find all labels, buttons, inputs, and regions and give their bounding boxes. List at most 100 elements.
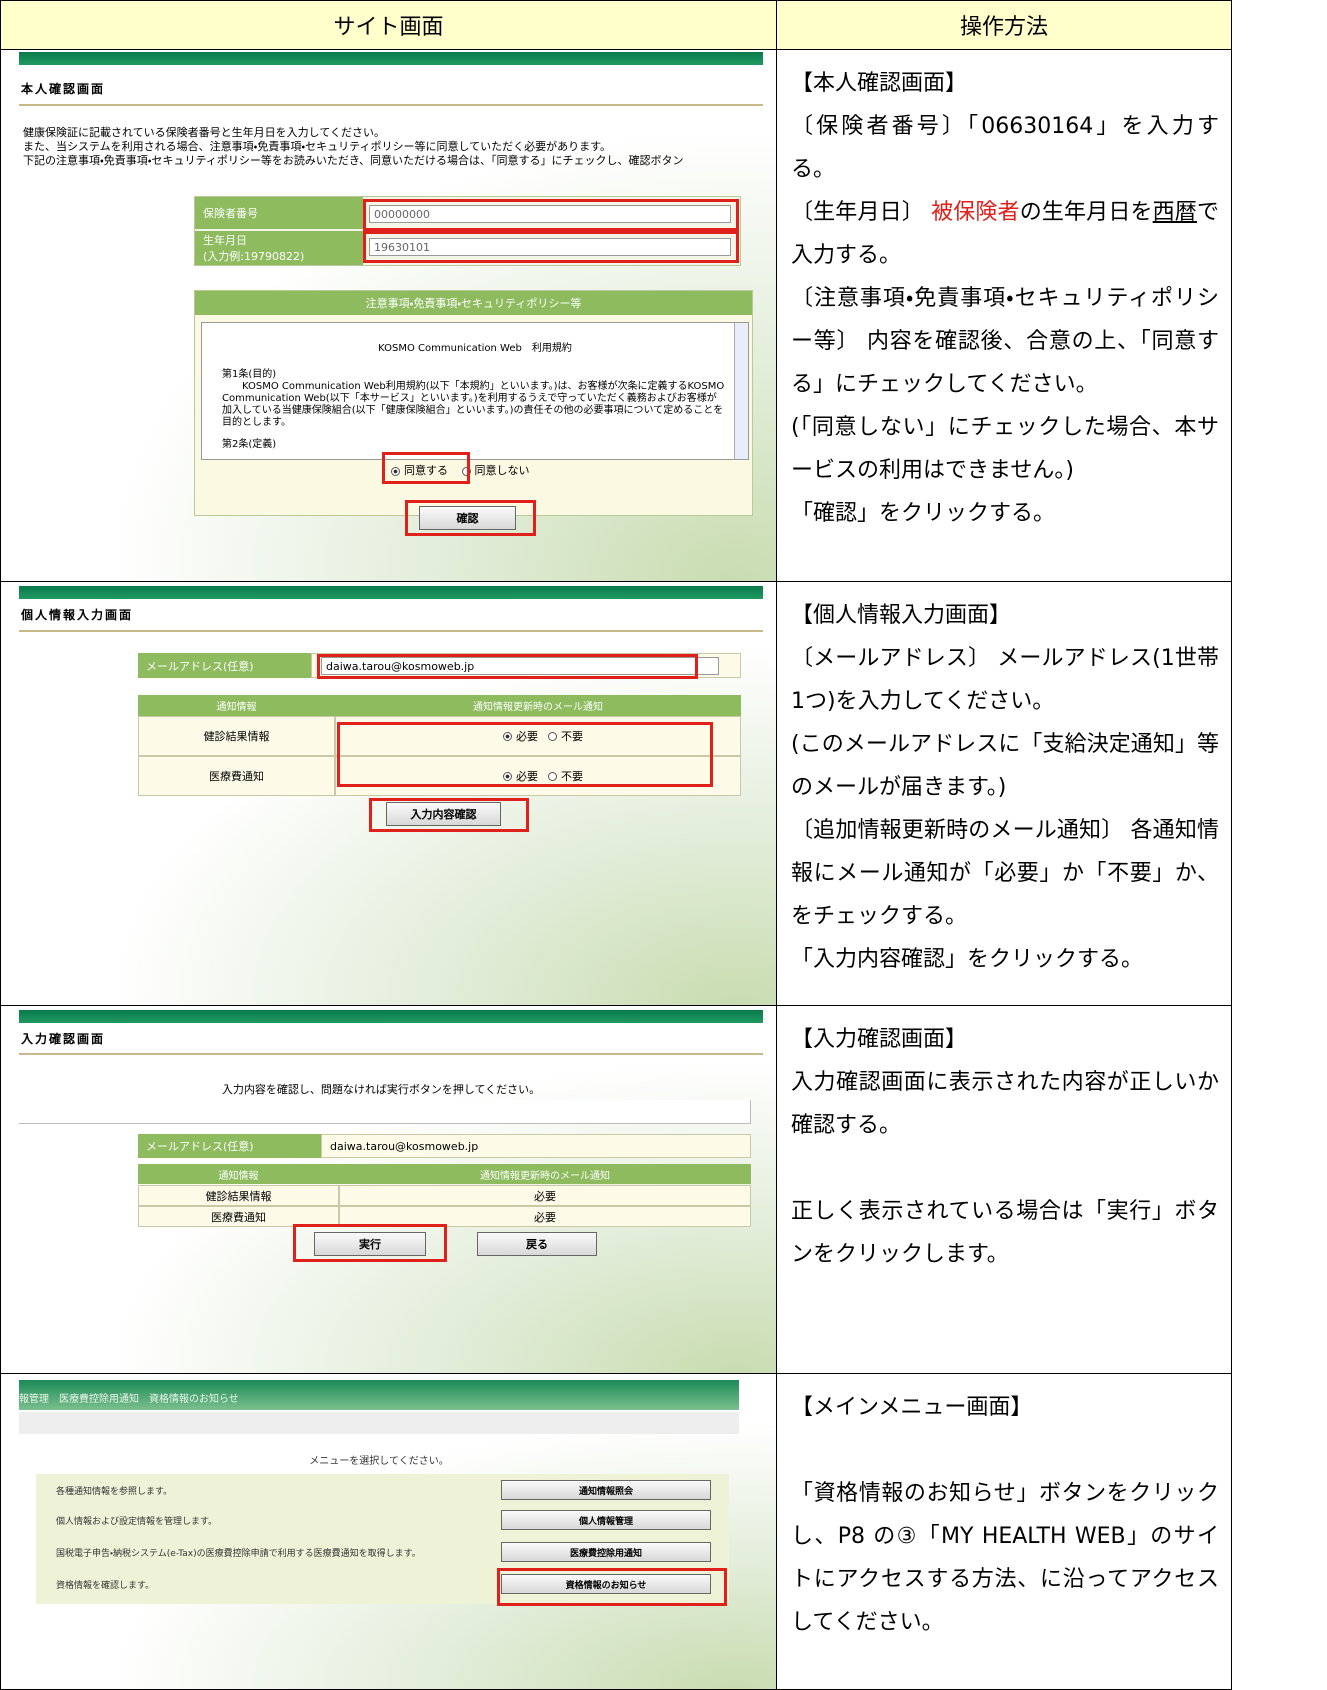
terms-heading: 注意事項・免責事項・セキュリティポリシー等: [195, 291, 752, 315]
highlight-box: [293, 1224, 447, 1262]
terms-title: KOSMO Communication Web 利用規約: [378, 343, 572, 354]
screenshot: 本人確認画面 健康保険証に記載されている保険者番号と生年月日を入力してください。…: [1, 50, 777, 581]
blank-band: [19, 1100, 751, 1124]
radio-label: 必要: [516, 730, 538, 743]
message: メニューを選択してください。: [309, 1456, 449, 1467]
terms-text: KOSMO Communication Web 利用規約 第1条(目的) KOS…: [201, 322, 749, 460]
screen-title: 入力確認画面: [21, 1032, 106, 1046]
green-bar: [19, 52, 763, 65]
step-segment: の生年月日を: [1019, 200, 1153, 225]
radio-label: 必要: [516, 770, 538, 783]
column-header: 通知情報: [138, 695, 335, 716]
separator: [19, 1053, 763, 1055]
scrollbar: [734, 323, 748, 459]
subbar: [19, 1412, 739, 1434]
radio-label: 同意しない: [474, 464, 530, 477]
button[interactable]: 通知情報照会: [501, 1480, 711, 1500]
step: 〔注意事項・免責事項・セキュリティポリシー等〕 内容を確認後、合意の上、「同意す…: [791, 286, 1219, 397]
menu-bar: [19, 1380, 739, 1410]
column-header: 通知情報: [138, 1164, 339, 1184]
instructions: 【本人確認画面】 〔保険者番号〕「06630164」を入力する。 〔生年月日〕 被保…: [777, 50, 1231, 581]
message: 入力内容を確認し、問題なければ実行ボタンを押してください。: [221, 1083, 541, 1096]
header-cell: 操作方法: [776, 0, 1232, 50]
row-label: 健診結果情報: [138, 1185, 339, 1206]
step: 〔追加情報更新時のメール通知〕 各通知情報にメール通知が「必要」か「不要」か、を…: [791, 818, 1219, 929]
table-row: 本人確認画面 健康保険証に記載されている保険者番号と生年月日を入力してください。…: [0, 50, 1232, 582]
instructions: 【メインメニュー画面】 「資格情報のお知らせ」ボタンをクリックし、P8 の③「MY…: [777, 1374, 1231, 1689]
button[interactable]: 資格情報のお知らせ: [501, 1574, 711, 1594]
label-text: 保険者番号: [203, 207, 258, 220]
text-input[interactable]: daiwa.tarou@kosmoweb.jp: [321, 657, 719, 675]
header-cell: サイト画面: [0, 0, 777, 50]
green-bar: [19, 586, 763, 599]
step-segment: で入力する。: [791, 200, 1219, 268]
step: 【メインメニュー画面】: [791, 1395, 1033, 1420]
button[interactable]: 医療費控除用通知: [501, 1542, 711, 1562]
radio[interactable]: [461, 466, 471, 476]
highlight-box: [497, 1568, 727, 1606]
text-input[interactable]: 19630101: [369, 238, 731, 256]
button[interactable]: 確認: [419, 506, 516, 530]
radio[interactable]: [548, 771, 557, 781]
article-heading: 第2条(定義): [222, 439, 277, 450]
screen-title: 本人確認画面: [21, 82, 106, 96]
label-text: メールアドレス(任意): [146, 659, 254, 673]
highlight-box: [382, 452, 470, 484]
step: 「入力内容確認」をクリックする。: [791, 947, 1144, 972]
text-input[interactable]: 00000000: [369, 205, 731, 223]
screenshot: 報管理 医療費控除用通知 資格情報のお知らせ メニューを選択してください。 各種…: [1, 1374, 777, 1689]
label-text: 生年月日: [203, 234, 247, 247]
highlight-box: [363, 231, 739, 263]
table-row: 個人情報入力画面 メールアドレス(任意) daiwa.tarou@kosmowe…: [0, 582, 1232, 1006]
step-segment: 西暦: [1152, 200, 1197, 225]
step-segment: 〔生年月日〕: [791, 200, 932, 225]
field-label: 生年月日 (入力例:19790822): [195, 231, 363, 265]
button[interactable]: 個人情報管理: [501, 1510, 711, 1530]
menu-description: 各種通知情報を参照します。: [56, 1487, 173, 1497]
menu-description: 国税電子申告・納税システム(e-Tax)の医療費控除申請で利用する医療費通知を取…: [56, 1549, 421, 1559]
field-value: daiwa.tarou@kosmoweb.jp: [321, 1134, 751, 1158]
separator: [19, 104, 763, 106]
column-header: 通知情報更新時のメール通知: [335, 695, 741, 716]
step: 〔保険者番号〕「06630164」を入力する。: [791, 114, 1219, 182]
article-heading: 第1条(目的): [222, 369, 277, 380]
step: 〔メールアドレス〕 メールアドレス(1世帯1つ)を入力してください。: [791, 646, 1219, 714]
column-header: 通知情報更新時のメール通知: [339, 1164, 751, 1184]
instructions: 【入力確認画面】 入力確認画面に表示された内容が正しいか確認する。 正しく表示されて…: [777, 1006, 1231, 1373]
intro: 下記の注意事項・免責事項・セキュリティポリシー等をお読みいただき、同意いただける…: [23, 154, 684, 167]
row-value: 必要: [339, 1185, 751, 1206]
radio[interactable]: [391, 466, 400, 476]
button[interactable]: 入力内容確認: [386, 802, 501, 826]
highlight-box: [405, 500, 536, 536]
radio-label: 不要: [561, 730, 583, 743]
instructions: 【個人情報入力画面】 〔メールアドレス〕 メールアドレス(1世帯1つ)を入力してく…: [777, 582, 1231, 1005]
green-bar: [19, 1010, 763, 1023]
intro: 健康保険証に記載されている保険者番号と生年月日を入力してください。: [23, 126, 386, 139]
field-label: メールアドレス(任意): [138, 653, 311, 678]
screenshot: 入力確認画面 入力内容を確認し、問題なければ実行ボタンを押してください。 メール…: [1, 1006, 777, 1373]
row-label: 健診結果情報: [138, 716, 335, 756]
highlight-box: [317, 654, 698, 679]
radio-cell: 必要 不要: [335, 756, 741, 796]
highlight-box: [369, 798, 529, 832]
table-row: 入力確認画面 入力内容を確認し、問題なければ実行ボタンを押してください。 メール…: [0, 1006, 1232, 1374]
step: 「確認」をクリックする。: [791, 501, 1056, 526]
row-label: 医療費通知: [138, 756, 335, 796]
field-label: メールアドレス(任意): [138, 1134, 321, 1158]
step: (「同意しない」にチェックした場合、本サービスの利用はできません。): [791, 415, 1219, 483]
radio[interactable]: [503, 731, 512, 741]
step: 【入力確認画面】: [791, 1027, 968, 1052]
button[interactable]: 戻る: [477, 1232, 597, 1256]
button[interactable]: 実行: [314, 1232, 426, 1256]
radio[interactable]: [548, 731, 557, 741]
screen-title: 個人情報入力画面: [21, 608, 134, 622]
radio[interactable]: [503, 771, 512, 781]
radio-label: 不要: [561, 770, 583, 783]
step: (このメールアドレスに「支給決定通知」等のメールが届きます。): [791, 732, 1219, 800]
field-label: 保険者番号: [195, 197, 363, 229]
menu-links: 報管理 医療費控除用通知 資格情報のお知らせ: [19, 1394, 239, 1405]
highlight-box: [337, 722, 713, 787]
radio-label: 同意する: [404, 464, 448, 477]
intro: また、当システムを利用される場合、注意事項・免責事項・セキュリティポリシー等に同…: [23, 140, 612, 153]
